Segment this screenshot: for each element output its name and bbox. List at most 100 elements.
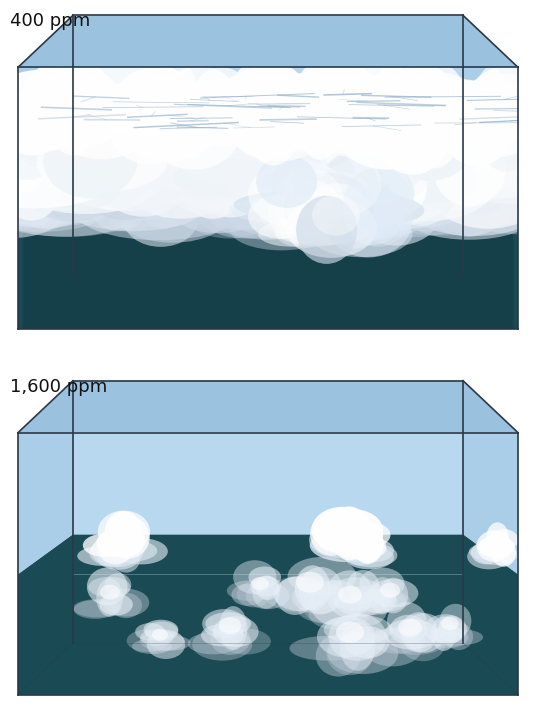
Ellipse shape <box>207 189 327 239</box>
Ellipse shape <box>450 201 525 227</box>
Ellipse shape <box>251 577 269 590</box>
Ellipse shape <box>202 143 336 200</box>
Ellipse shape <box>0 170 126 224</box>
Ellipse shape <box>3 121 103 192</box>
Ellipse shape <box>176 96 209 159</box>
Ellipse shape <box>0 129 87 190</box>
Ellipse shape <box>29 168 200 225</box>
Ellipse shape <box>296 196 357 264</box>
Ellipse shape <box>0 158 43 192</box>
Ellipse shape <box>303 183 368 236</box>
Ellipse shape <box>237 111 279 157</box>
Ellipse shape <box>326 570 373 618</box>
Ellipse shape <box>369 577 396 614</box>
Ellipse shape <box>374 71 478 121</box>
Ellipse shape <box>400 627 445 661</box>
Ellipse shape <box>71 104 127 178</box>
Ellipse shape <box>411 108 517 151</box>
Ellipse shape <box>193 174 297 239</box>
Ellipse shape <box>327 196 383 248</box>
Ellipse shape <box>373 109 410 154</box>
Ellipse shape <box>326 115 394 141</box>
Ellipse shape <box>110 593 142 618</box>
Ellipse shape <box>44 124 133 170</box>
Ellipse shape <box>255 158 316 235</box>
Ellipse shape <box>51 87 131 141</box>
Ellipse shape <box>282 153 332 182</box>
Ellipse shape <box>388 186 483 212</box>
Ellipse shape <box>181 168 224 200</box>
Ellipse shape <box>42 156 119 187</box>
Ellipse shape <box>273 577 327 611</box>
Ellipse shape <box>117 72 165 158</box>
Ellipse shape <box>249 567 281 588</box>
Ellipse shape <box>169 162 219 212</box>
Ellipse shape <box>0 187 113 227</box>
Ellipse shape <box>267 180 364 247</box>
Ellipse shape <box>444 623 473 650</box>
Ellipse shape <box>464 97 518 125</box>
Ellipse shape <box>123 146 239 219</box>
Ellipse shape <box>316 527 381 556</box>
Ellipse shape <box>58 138 104 204</box>
Ellipse shape <box>339 149 420 227</box>
Ellipse shape <box>32 148 99 190</box>
Ellipse shape <box>355 104 411 187</box>
Ellipse shape <box>295 55 374 131</box>
Ellipse shape <box>148 109 297 148</box>
Ellipse shape <box>211 625 250 655</box>
Ellipse shape <box>2 141 74 189</box>
Ellipse shape <box>63 116 106 141</box>
Ellipse shape <box>0 155 61 183</box>
Ellipse shape <box>96 529 137 557</box>
Ellipse shape <box>276 577 315 615</box>
Ellipse shape <box>363 137 470 209</box>
Ellipse shape <box>471 142 536 191</box>
Ellipse shape <box>21 115 65 202</box>
Ellipse shape <box>308 101 363 152</box>
Ellipse shape <box>441 630 483 645</box>
Ellipse shape <box>20 166 140 200</box>
Ellipse shape <box>206 158 360 228</box>
Ellipse shape <box>69 147 198 209</box>
Ellipse shape <box>256 576 279 600</box>
Ellipse shape <box>214 67 314 150</box>
Ellipse shape <box>389 173 463 231</box>
Ellipse shape <box>248 99 300 165</box>
Ellipse shape <box>238 155 386 197</box>
Ellipse shape <box>77 546 128 566</box>
Ellipse shape <box>17 109 115 175</box>
Ellipse shape <box>145 102 193 164</box>
Ellipse shape <box>133 148 295 216</box>
Ellipse shape <box>377 133 439 203</box>
Ellipse shape <box>248 195 315 239</box>
Ellipse shape <box>148 109 194 136</box>
Ellipse shape <box>140 79 193 153</box>
Ellipse shape <box>57 147 172 206</box>
Ellipse shape <box>433 151 534 178</box>
Ellipse shape <box>258 221 323 246</box>
Ellipse shape <box>353 136 461 224</box>
Ellipse shape <box>250 577 281 596</box>
Ellipse shape <box>225 81 353 158</box>
Ellipse shape <box>318 160 426 201</box>
Ellipse shape <box>195 158 267 217</box>
Ellipse shape <box>263 160 367 221</box>
Ellipse shape <box>328 126 392 183</box>
Ellipse shape <box>87 106 158 171</box>
Ellipse shape <box>346 570 379 604</box>
Ellipse shape <box>401 107 456 188</box>
Ellipse shape <box>202 609 245 638</box>
Ellipse shape <box>0 187 125 213</box>
Ellipse shape <box>395 141 536 199</box>
Ellipse shape <box>1 102 64 155</box>
Ellipse shape <box>185 89 242 146</box>
Ellipse shape <box>0 151 112 182</box>
Ellipse shape <box>72 105 210 170</box>
Ellipse shape <box>218 144 314 212</box>
Ellipse shape <box>51 158 179 187</box>
Ellipse shape <box>321 137 446 221</box>
Ellipse shape <box>280 126 438 165</box>
Ellipse shape <box>69 194 199 231</box>
Ellipse shape <box>294 146 330 215</box>
